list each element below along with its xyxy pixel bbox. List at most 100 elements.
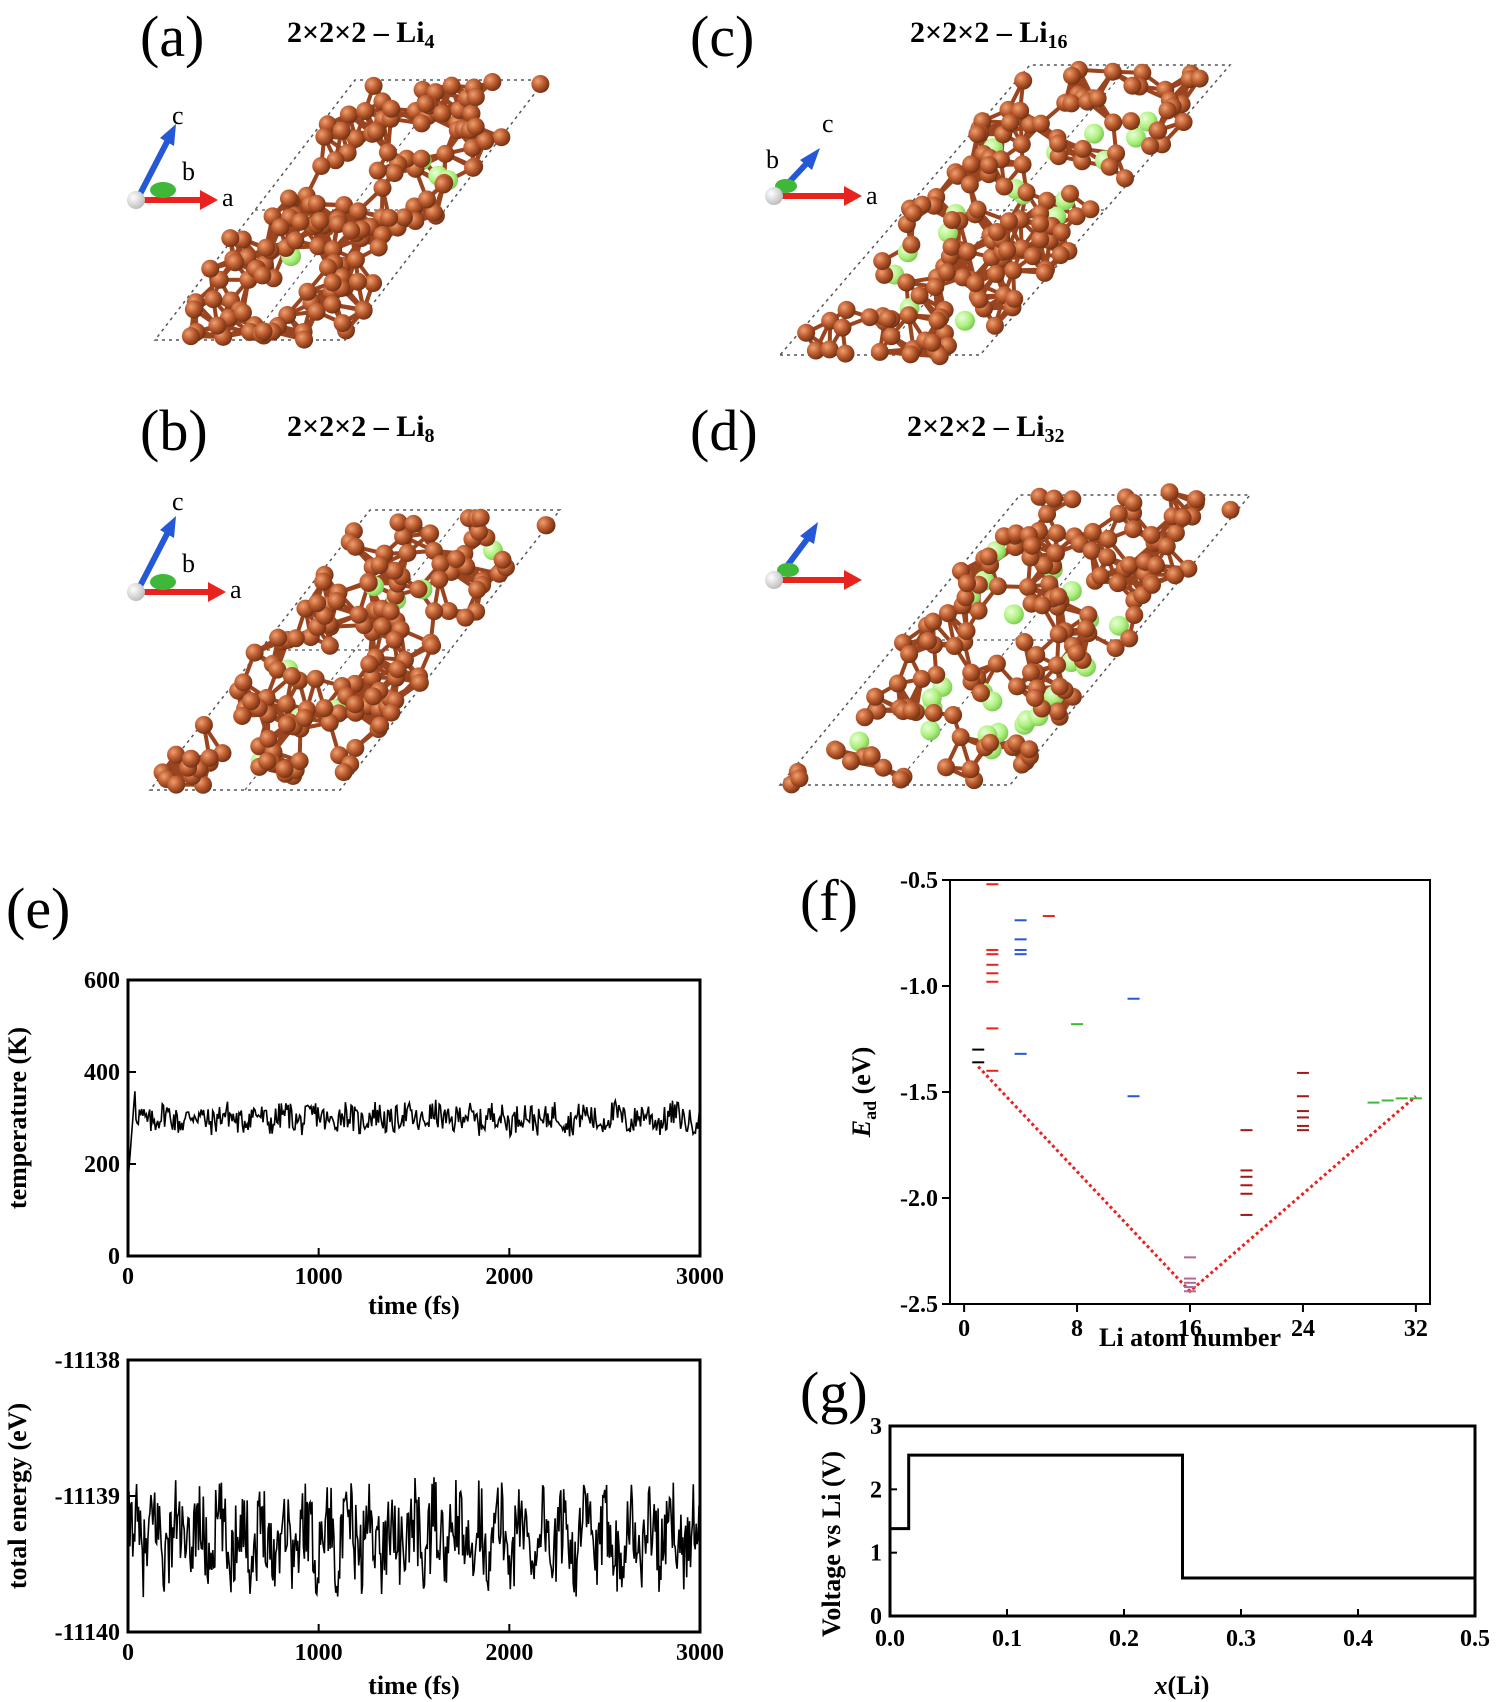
carbon-atom [968,124,987,143]
carbon-atom [837,300,856,319]
carbon-atom [1147,556,1166,575]
structure-b [148,508,562,794]
y-axis-label: Ead (eV) [847,1047,880,1139]
carbon-atom [806,341,825,360]
carbon-atom [364,274,383,293]
carbon-atom [306,669,325,688]
axis-triad-b: c b a [127,487,242,604]
panel-label-a: (a) [140,4,205,69]
carbon-atom [483,73,502,92]
carbon-atom [254,322,273,341]
carbon-atom [369,238,388,257]
carbon-atom [471,508,490,527]
carbon-atom [430,570,449,589]
carbon-atom [866,687,885,706]
carbon-atom [1221,500,1240,519]
carbon-atom [536,516,555,535]
plot-frame [126,978,702,1258]
carbon-atom [412,114,431,133]
carbon-atom [1123,76,1142,95]
adsorption-energy-chart: 0 8 16 24 32 -0.5 -1.0 -1.5 -2.0 -2.5 Li atom num… [847,868,1431,1352]
carbon-atom [433,104,452,123]
total-energy-chart: 0 1000 2000 3000 -11140 -11139 -11138 time (fs… [3,1348,724,1700]
x-tick-label: 8 [1071,1316,1083,1342]
carbon-atom [335,196,354,215]
carbon-atom [279,189,298,208]
y-tick-label: 1 [870,1541,882,1567]
carbon-atom [912,669,931,688]
carbon-atom [910,286,929,305]
carbon-atom [987,654,1006,673]
x-tick-label: 3000 [676,1640,724,1666]
x-axis-label: time (fs) [368,1671,460,1700]
carbon-atom [425,602,444,621]
carbon-atom [1107,144,1126,163]
carbon-atom [307,194,326,213]
structure-d [778,483,1252,794]
carbon-atom [371,716,390,735]
carbon-atom [323,273,342,292]
voltage-chart: 0.0 0.1 0.2 0.3 0.4 0.5 0 1 2 3 x(Li) Voltage vs … [820,1414,1490,1700]
carbon-atom [439,602,458,621]
carbon-atom [919,631,938,650]
carbon-atom [1173,508,1192,527]
carbon-atom [902,701,921,720]
x-tick-label: 0 [122,1264,134,1290]
y-tick-label: -1.5 [900,1080,938,1106]
carbon-atom [416,94,435,113]
carbon-atom [943,211,962,230]
carbon-atom [841,752,860,771]
carbon-atom [277,715,296,734]
carbon-atom [1001,113,1020,132]
carbon-atom [926,278,945,297]
axis-label-a: a [230,575,242,604]
carbon-atom [221,229,240,248]
carbon-atom [904,204,923,223]
carbon-atom [888,674,907,693]
carbon-atom [308,594,327,613]
carbon-atom [394,208,413,227]
carbon-atom [1158,101,1177,120]
carbon-atom [1030,487,1049,506]
carbon-atom [999,212,1018,231]
carbon-atom [962,155,981,174]
carbon-atom [334,763,353,782]
lithium-atom [920,720,941,741]
carbon-atom [1018,577,1037,596]
carbon-atom [875,265,894,284]
a-axis-arrow-icon [844,570,862,590]
carbon-atom [324,240,343,259]
carbon-atom [476,132,495,151]
lithium-atom [1084,123,1105,144]
carbon-atom [979,547,998,566]
axis-triad-c: c b a [765,109,878,210]
carbon-atom [286,629,305,648]
b-axis-marker-icon [777,563,799,577]
carbon-atom [957,574,976,593]
axis-label-a: a [222,183,234,212]
panel-label-d: (d) [690,398,758,463]
carbon-atom [938,604,957,623]
carbon-atom [181,327,200,346]
carbon-atom [373,178,392,197]
lithium-atom [1125,127,1146,148]
carbon-atom [1124,493,1143,512]
carbon-atom [924,612,943,631]
carbon-atom [820,340,839,359]
y-tick-label: 400 [84,1060,120,1086]
carbon-atom [1004,261,1023,280]
carbon-atom [1005,289,1024,308]
carbon-atom [1033,596,1052,615]
temperature-chart: 0 1000 2000 3000 0 200 400 600 time (fs) temper… [3,968,724,1320]
carbon-atom [1120,556,1139,575]
axis-label-c: c [172,101,184,130]
carbon-atom [434,175,453,194]
panel-label-e: (e) [6,876,71,941]
crystal-structures-figure: c b a c b a c b a [127,60,1252,794]
carbon-atom [1142,575,1161,594]
y-axis-label: Voltage vs Li (V) [820,1451,846,1637]
carbon-atom [971,684,990,703]
carbon-atom [930,347,949,366]
unit-cell-outline [778,494,1252,786]
carbon-atom [1049,587,1068,606]
